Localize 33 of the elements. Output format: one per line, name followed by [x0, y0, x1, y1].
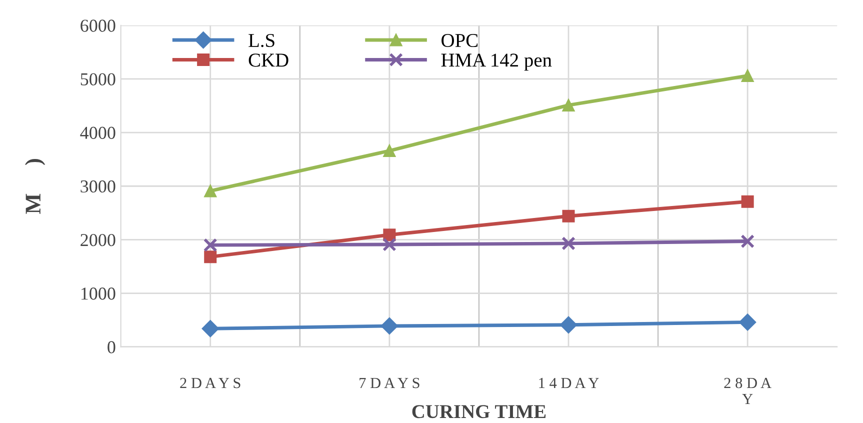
point: [383, 228, 396, 242]
point: [204, 184, 217, 198]
point: [562, 210, 575, 222]
point: [740, 234, 755, 248]
y-tick-label: 4000: [80, 126, 116, 139]
x-tick-label: 7 D A Y S: [360, 378, 420, 388]
point: [203, 238, 218, 252]
point: [382, 238, 396, 252]
y-tick-label: 0: [108, 341, 116, 354]
point: [202, 320, 219, 338]
y-tick-label: 3000: [80, 180, 116, 193]
point: [204, 250, 217, 264]
x-axis-title: CURING TIME: [412, 405, 546, 418]
legend-label: OPC: [442, 34, 478, 48]
point: [739, 314, 756, 331]
point: [560, 316, 578, 334]
x-tick-label: 1 4 D A Y: [539, 378, 599, 388]
legend-label: L.S: [248, 34, 274, 48]
y-axis-title: M ): [24, 159, 46, 214]
point: [741, 195, 754, 208]
point: [380, 317, 398, 335]
point: [383, 144, 396, 158]
y-tick-label: 6000: [80, 20, 116, 32]
y-tick-label: 2000: [80, 234, 116, 246]
legend-label: HMA 142 pen: [441, 54, 552, 71]
x-tick-label: 2 8 D A Y: [724, 378, 772, 404]
y-tick-label: 5000: [80, 73, 116, 86]
point: [562, 98, 575, 112]
y-tick-label: 1000: [81, 288, 116, 300]
point: [562, 236, 576, 250]
x-tick-label: 2 D A Y S: [180, 378, 240, 388]
legend-label: CKD: [248, 54, 288, 67]
point: [741, 69, 754, 82]
